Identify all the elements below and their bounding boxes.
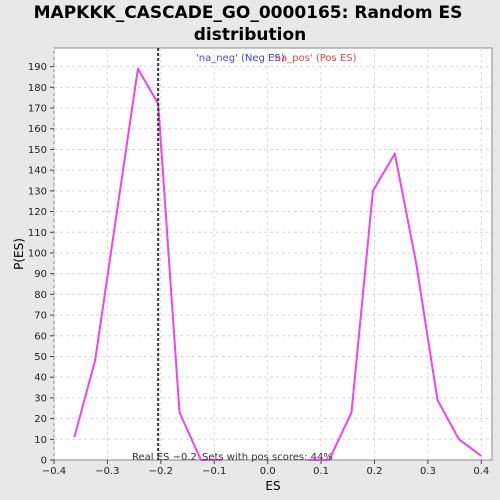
x-tick-label: −0.1	[202, 466, 226, 477]
y-tick-label: 70	[34, 311, 47, 322]
y-tick-label: 150	[28, 145, 47, 156]
x-tick-label: −0.3	[95, 466, 119, 477]
y-tick-label: 140	[28, 166, 47, 177]
y-tick-label: 90	[34, 269, 47, 280]
pos-scores-annotation: Sets with pos scores: 44%	[202, 452, 333, 463]
legend-neg-label: 'na_neg' (Neg ES)	[196, 53, 285, 64]
y-tick-label: 30	[34, 393, 47, 404]
y-tick-label: 190	[28, 62, 47, 73]
y-tick-label: 180	[28, 83, 47, 94]
y-axis-label: P(ES)	[12, 238, 26, 270]
plot-area	[53, 47, 493, 461]
real-es-label: Real ES −0.2	[132, 452, 197, 463]
x-tick-label: 0.4	[473, 466, 489, 477]
legend-pos-label: 'na_pos' (Pos ES)	[272, 53, 357, 64]
y-tick-label: 130	[28, 186, 47, 197]
x-tick-label: 0.1	[313, 466, 329, 477]
y-tick-label: 20	[34, 414, 47, 425]
chart-title-line2: distribution	[194, 25, 306, 45]
y-tick-label: 10	[34, 435, 47, 446]
x-tick-label: 0.2	[367, 466, 383, 477]
x-tick-label: −0.2	[149, 466, 173, 477]
series-line-pos	[307, 152, 482, 461]
y-tick-label: 60	[34, 331, 47, 342]
axes-layer: 0 10 20 30 40 50 60 70 80 90 100 110 120 130 140 150 160…	[28, 62, 489, 477]
chart-title-line1: MAPKKK_CASCADE_GO_0000165: Random ES	[34, 3, 463, 23]
y-tick-label: 50	[34, 352, 47, 363]
y-tick-label: 170	[28, 104, 47, 115]
x-tick-label: −0.4	[42, 466, 66, 477]
y-tick-label: 40	[34, 373, 47, 384]
x-tick-label: 0.0	[260, 466, 276, 477]
y-tick-label: 120	[28, 207, 47, 218]
x-tick-label: 0.3	[420, 466, 436, 477]
y-tick-label: 110	[28, 228, 47, 239]
x-axis-label: ES	[265, 479, 280, 493]
y-tick-label: 160	[28, 124, 47, 135]
y-tick-label: 80	[34, 290, 47, 301]
y-tick-label: 0	[41, 456, 47, 467]
y-tick-label: 100	[28, 248, 47, 259]
